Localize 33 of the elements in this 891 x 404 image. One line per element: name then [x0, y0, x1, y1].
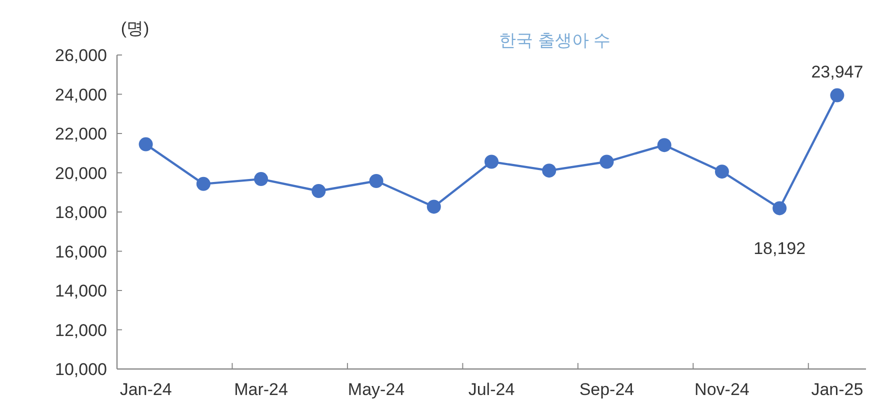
annotation: 23,947	[811, 62, 864, 82]
annotation: 18,192	[754, 239, 806, 258]
point	[138, 137, 153, 152]
x-tick-label: Jan-24	[120, 380, 172, 399]
point	[772, 201, 787, 216]
y-tick-label: 14,000	[55, 282, 107, 300]
point	[542, 164, 556, 178]
point	[312, 184, 326, 198]
x-tick-label: Nov-24	[694, 380, 750, 399]
point	[657, 138, 672, 152]
point	[426, 200, 441, 214]
point	[254, 172, 268, 186]
x-tick-label: May-24	[348, 380, 405, 399]
chart-title: 한국 출생아 수	[499, 31, 611, 50]
x-tick-label: Jul-24	[468, 380, 515, 399]
x-tick-label: Jan-25	[811, 380, 864, 399]
y-tick-label: 16,000	[55, 242, 107, 262]
point	[484, 154, 498, 169]
x-tick-label: Sep-24	[579, 380, 634, 399]
point	[196, 176, 210, 191]
point	[600, 154, 614, 169]
point	[714, 164, 729, 179]
point	[369, 174, 384, 188]
point	[830, 88, 844, 102]
y-axis-title: (명)	[120, 19, 150, 38]
y-tick-label: 12,000	[55, 320, 107, 340]
y-tick-label: 24,000	[55, 85, 107, 104]
y-tick-label: 22,000	[55, 124, 107, 144]
y-tick-label: 18,000	[55, 203, 107, 222]
y-tick-label: 26,000	[55, 46, 107, 65]
y-tick-label: 20,000	[55, 164, 107, 183]
x-tick-label: Mar-24	[234, 380, 288, 399]
y-tick-label: 10,000	[55, 360, 107, 379]
